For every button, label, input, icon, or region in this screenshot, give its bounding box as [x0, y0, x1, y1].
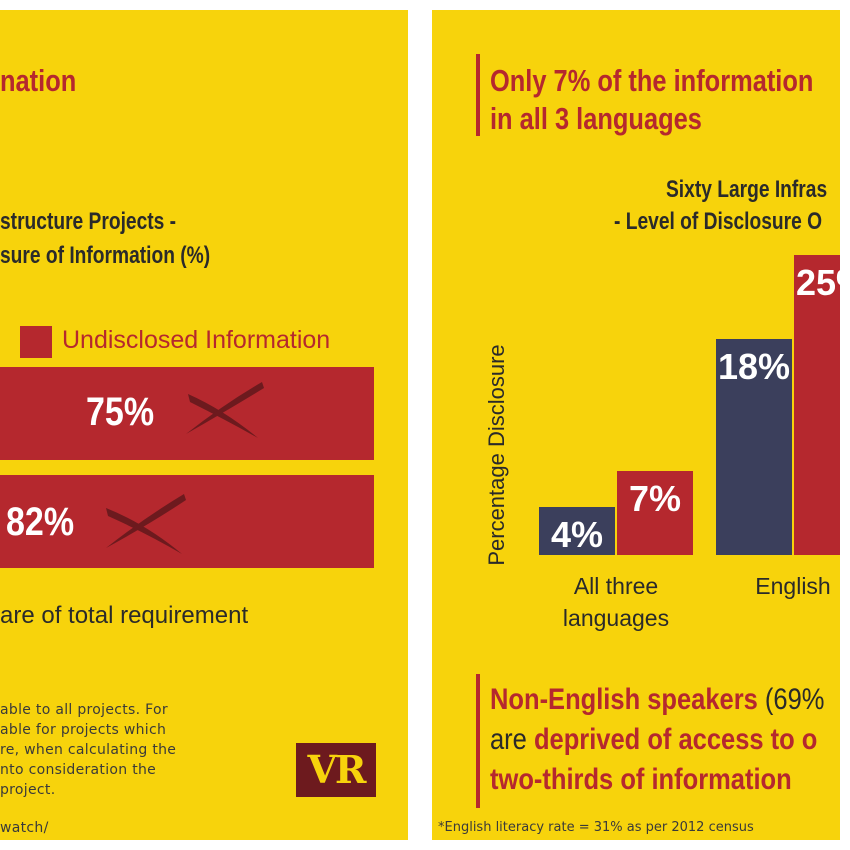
callout-emphasis: deprived of access to o — [533, 723, 818, 756]
cross-icon — [106, 494, 186, 554]
category-label-0: languages — [563, 605, 669, 631]
disclosure-bar-chart: Percentage Disclosure 4% 7% All three langua… — [484, 255, 840, 631]
bar-label-1-0: 18% — [718, 346, 790, 387]
callout-accent-bar — [476, 674, 480, 808]
callout-text: are — [490, 723, 534, 756]
bar-label-1-1: 25% — [796, 262, 840, 303]
callout-line1: Non-English speakers (69% — [490, 680, 824, 720]
bar-0-1 — [617, 471, 693, 555]
bar-1-1 — [794, 255, 840, 555]
right-heading-line1: Only 7% of the information — [490, 63, 814, 98]
left-footnote-line: re, when calculating the — [0, 742, 177, 758]
callout-text: (69% — [757, 683, 825, 716]
bar-1-0 — [716, 339, 792, 555]
left-footnote-line: able to all projects. For — [0, 702, 168, 718]
left-chart-title-line1: structure Projects - — [0, 208, 177, 235]
brand-logo: VR — [296, 743, 376, 797]
left-heading: nation — [0, 63, 77, 98]
callout-emphasis: two-thirds of information — [490, 763, 792, 796]
callout-emphasis: Non-English speakers — [490, 683, 758, 716]
bar-0-0 — [539, 507, 615, 555]
legend-label-undisclosed: Undisclosed Information — [62, 326, 331, 354]
undisclosed-bar-1-label: 75% — [86, 390, 155, 434]
category-label-1: English — [755, 573, 830, 599]
literacy-footnote: *English literacy rate = 31% as per 2012… — [438, 820, 754, 835]
callout-line2: are deprived of access to o — [490, 720, 817, 760]
left-footnote-line: able for projects which — [0, 722, 167, 738]
right-heading-line2: in all 3 languages — [490, 101, 702, 136]
bar-label-0-0: 4% — [551, 514, 603, 555]
left-panel: nation structure Projects - sure of Info… — [0, 10, 408, 840]
y-axis-label: Percentage Disclosure — [484, 344, 509, 565]
undisclosed-bar-1 — [0, 367, 374, 460]
right-panel: Only 7% of the information in all 3 lang… — [432, 10, 840, 840]
bar-label-0-1: 7% — [629, 478, 681, 519]
left-note: are of total requirement — [0, 602, 249, 629]
callout-line3: two-thirds of information — [490, 760, 792, 800]
right-chart-title-line2: - Level of Disclosure O — [614, 208, 823, 235]
left-chart-title-line2: sure of Information (%) — [0, 242, 211, 269]
heading-accent-bar — [476, 54, 480, 136]
right-chart-title-line1: Sixty Large Infras — [666, 176, 828, 203]
cross-icon — [186, 382, 264, 438]
undisclosed-bar-2 — [0, 475, 374, 568]
undisclosed-bar-2-label: 82% — [6, 500, 75, 544]
left-footnote-line: project. — [0, 782, 56, 798]
legend-swatch-undisclosed — [20, 326, 52, 358]
source-url[interactable]: watch/ — [0, 820, 49, 836]
category-label-0: All three — [574, 573, 658, 599]
left-footnote-line: nto consideration the — [0, 762, 157, 778]
